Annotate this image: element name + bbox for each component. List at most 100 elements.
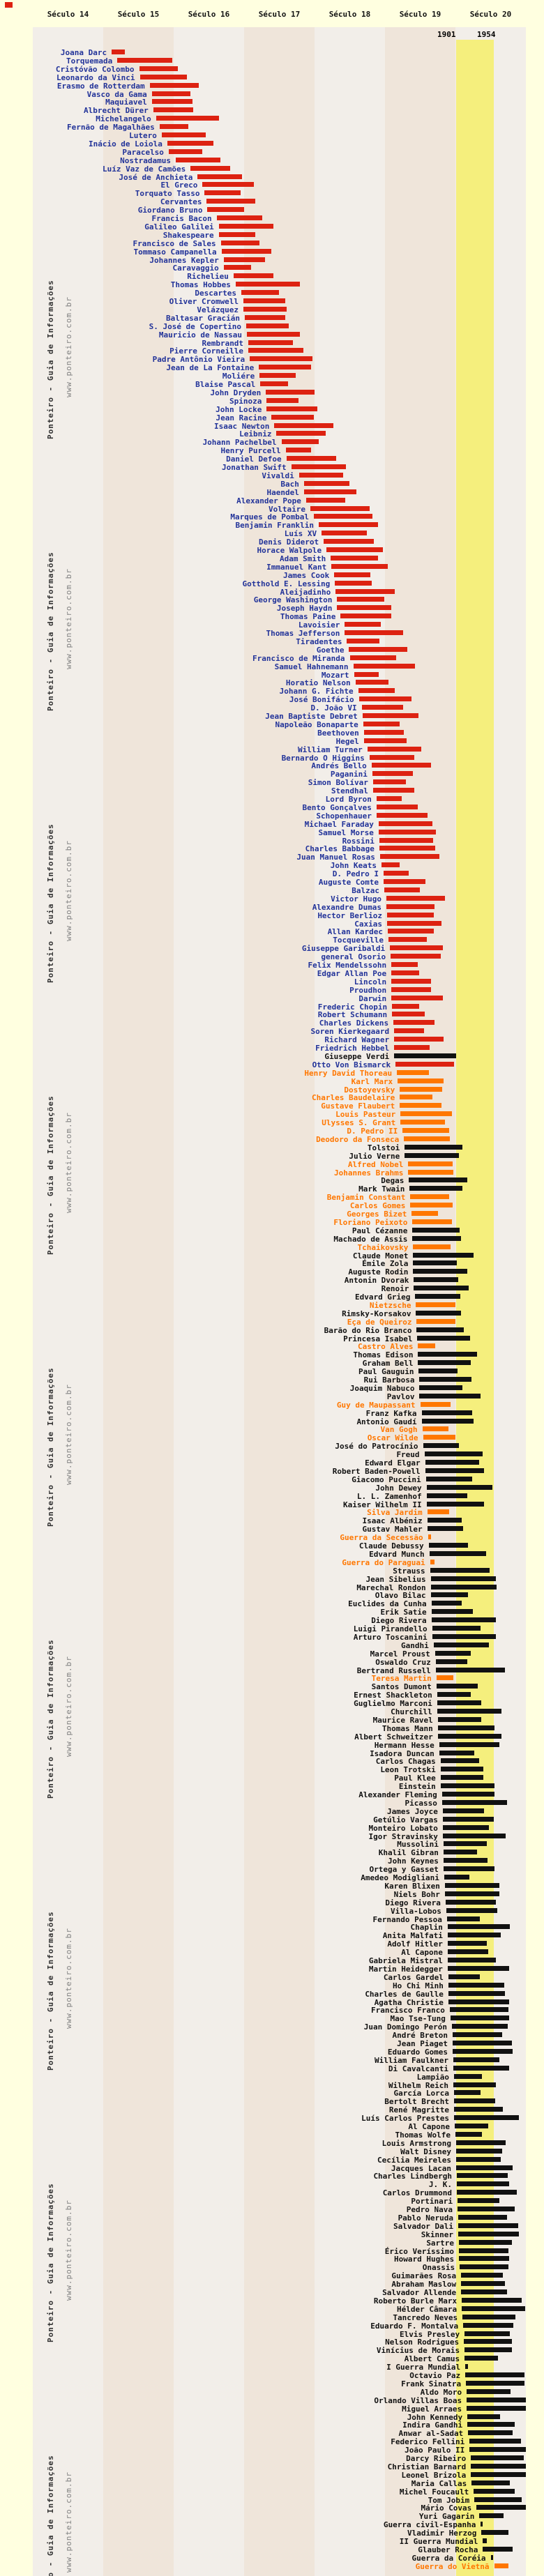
lifespan-bar: [353, 663, 416, 669]
row-label: Howard Hughes: [393, 2255, 455, 2264]
lifespan-bar: [458, 2198, 499, 2204]
row-label: Schopenhauer: [316, 811, 372, 821]
row-label: Moliére: [222, 372, 255, 381]
row-label: Pablo Neruda: [398, 2213, 454, 2223]
row-label: Carlos Gardel: [383, 1972, 444, 1982]
row-label: Tchaikovsky: [357, 1242, 409, 1252]
timeline-row: Louis Pasteur: [0, 1110, 544, 1118]
timeline-row: Howard Hughes: [0, 2255, 544, 2263]
row-label: Aldo Moro: [420, 2387, 462, 2397]
row-label: Leonel Brizola: [401, 2470, 467, 2480]
row-label: Erik Satie: [380, 1608, 427, 1617]
timeline-row: Darcy Ribeiro: [0, 2454, 544, 2462]
lifespan-bar: [363, 729, 405, 735]
timeline-row: Leon Trotski: [0, 1765, 544, 1774]
row-label: Lincoln: [354, 977, 387, 986]
timeline-row: Balzac: [0, 886, 544, 894]
timeline-row: Onassis: [0, 2263, 544, 2271]
row-label: Voltaire: [268, 504, 305, 514]
timeline-row: Paganini: [0, 770, 544, 778]
row-label: Galileo Galilei: [144, 222, 214, 231]
lifespan-bar: [479, 2513, 504, 2519]
timeline-row: Isadora Duncan: [0, 1749, 544, 1758]
timeline-row: Robert Schumann: [0, 1010, 544, 1019]
row-label: Edvard Grieg: [354, 1293, 411, 1302]
timeline-row: Erasmo de Rotterdam: [0, 82, 544, 90]
lifespan-bar: [471, 2480, 510, 2485]
lifespan-bar: [285, 448, 311, 453]
timeline-row: Leibniz: [0, 429, 544, 438]
century-label: Século 17: [258, 10, 301, 19]
row-label: Lutero: [129, 131, 157, 140]
row-label: Thomas Paine: [280, 612, 336, 622]
row-label: Ernest Shackleton: [354, 1691, 432, 1700]
timeline-row: Galileo Galilei: [0, 222, 544, 231]
lifespan-bar: [216, 215, 263, 220]
row-label: Carlos Drummond: [382, 2188, 453, 2198]
timeline-row: Isaac Albéniz: [0, 1516, 544, 1525]
timeline-row: Inácio de Loiola: [0, 139, 544, 148]
lifespan-bar: [416, 1318, 455, 1324]
lifespan-bar: [241, 290, 280, 296]
lifespan-bar: [400, 1095, 432, 1100]
timeline-row: general Osorio: [0, 952, 544, 961]
timeline-row: Strauss: [0, 1567, 544, 1575]
timeline-row: Vasco da Gama: [0, 90, 544, 98]
timeline-row: Spinoza: [0, 397, 544, 405]
lifespan-bar: [450, 2015, 509, 2021]
row-label: Francisco de Miranda: [252, 653, 345, 663]
timeline-row: Aleijadinho: [0, 588, 544, 596]
row-label: John Keynes: [387, 1857, 439, 1866]
lifespan-bar: [425, 1468, 485, 1473]
timeline-row: Mozart: [0, 671, 544, 679]
row-label: Richard Wagner: [324, 1035, 390, 1045]
lifespan-bar: [271, 414, 314, 420]
timeline-row: Vladimir Herzog: [0, 2529, 544, 2537]
lifespan-bar: [467, 2414, 500, 2419]
timeline-row: Thomas Edison: [0, 1350, 544, 1359]
timeline-row: Cervantes: [0, 197, 544, 206]
lifespan-bar: [392, 1003, 420, 1009]
timeline-row: Carlos Gardel: [0, 1973, 544, 1981]
row-label: Torquemada: [66, 56, 113, 66]
row-label: Hélder Câmara: [397, 2304, 458, 2314]
timeline-row: Giuseppe Verdi: [0, 1052, 544, 1060]
lifespan-bar: [447, 1949, 489, 1955]
lifespan-bar: [442, 1833, 506, 1838]
row-label: Jean Racine: [216, 413, 267, 422]
lifespan-bar: [345, 622, 381, 627]
row-label: Soren Kierkegaard: [310, 1027, 390, 1037]
timeline-row: Hélder Câmara: [0, 2305, 544, 2313]
row-label: Julio Verne: [349, 1151, 400, 1161]
lifespan-bar: [245, 314, 285, 320]
row-label: João Paulo II: [405, 2446, 465, 2455]
lifespan-bar: [459, 2256, 509, 2262]
lifespan-bar: [437, 1725, 494, 1730]
timeline-row: Kaiser Wilhelm II: [0, 1500, 544, 1509]
lifespan-bar: [483, 2538, 488, 2543]
timeline-row: Schopenhauer: [0, 811, 544, 820]
lifespan-bar: [417, 1335, 471, 1341]
lifespan-bar: [471, 2471, 526, 2477]
lifespan-bar: [397, 1069, 429, 1075]
lifespan-bar: [456, 2156, 501, 2162]
row-label: Immanuel Kant: [266, 562, 327, 572]
row-label: Dostoyevsky: [344, 1085, 395, 1095]
timeline-row: Gabriela Mistral: [0, 1956, 544, 1965]
timeline-row: Portinari: [0, 2197, 544, 2205]
lifespan-bar: [331, 563, 388, 569]
lifespan-bar: [206, 199, 256, 204]
row-label: Leon Trotski: [380, 1765, 436, 1775]
lifespan-bar: [391, 954, 441, 959]
row-label: Bertolt Brecht: [384, 2097, 449, 2107]
lifespan-bar: [372, 771, 414, 777]
lifespan-bar: [161, 132, 206, 137]
lifespan-bar: [378, 829, 436, 834]
row-label: Sartre: [426, 2238, 455, 2248]
row-label: Johann G. Fichte: [279, 687, 354, 696]
timeline-row: Henry Purcell: [0, 446, 544, 455]
lifespan-bar: [435, 1667, 505, 1672]
lifespan-bar: [286, 456, 337, 462]
lifespan-bar: [453, 2107, 503, 2112]
